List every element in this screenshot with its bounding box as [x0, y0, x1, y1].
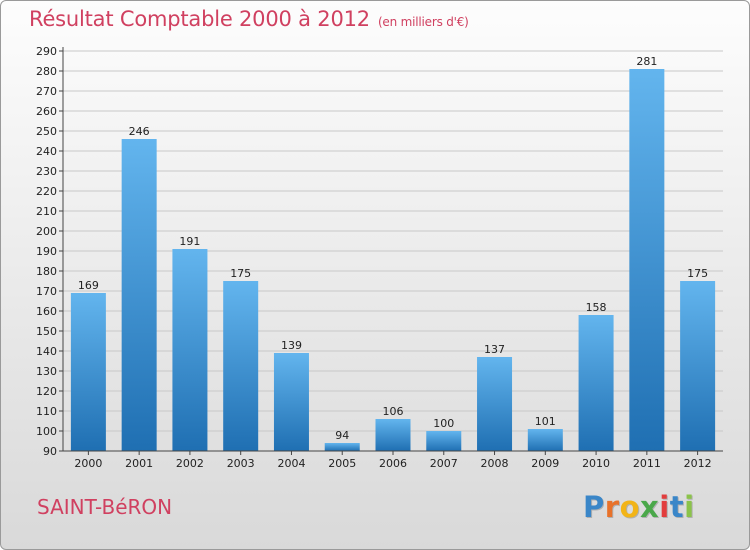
y-tick-label: 210: [36, 205, 57, 218]
bar-value-label: 106: [383, 405, 404, 418]
x-axis-ticks: 2000 2001 2002 2003 2004 2005 2006 2007 2008 2009…: [74, 451, 712, 470]
brand-letter: P: [583, 490, 605, 524]
bar: [680, 281, 716, 451]
brand-letter: i: [659, 490, 670, 524]
bar-value-label: 158: [586, 301, 607, 314]
y-tick-label: 180: [36, 265, 57, 278]
grid-lines: [63, 50, 723, 452]
brand-letter: r: [604, 490, 620, 524]
bar: [172, 249, 208, 451]
brand-letter: x: [640, 490, 660, 524]
x-tick-label: 2004: [277, 457, 305, 470]
axes: [62, 47, 723, 452]
y-tick-label: 90: [43, 445, 57, 458]
bar: [324, 443, 360, 451]
brand-letter: i: [684, 490, 695, 524]
bar: [629, 69, 665, 451]
bar-value-label: 191: [179, 235, 200, 248]
bar-value-label: 137: [484, 343, 505, 356]
bar-value-label: 94: [335, 429, 349, 442]
y-tick-label: 160: [36, 305, 57, 318]
x-tick-label: 2012: [684, 457, 712, 470]
bar: [527, 429, 563, 451]
x-tick-label: 2005: [328, 457, 356, 470]
bar: [375, 419, 411, 451]
y-tick-label: 230: [36, 165, 57, 178]
x-tick-label: 2002: [176, 457, 204, 470]
bar-value-label: 246: [129, 125, 150, 138]
bar-value-label: 175: [230, 267, 251, 280]
y-tick-label: 220: [36, 185, 57, 198]
bar: [578, 315, 614, 451]
bar: [223, 281, 259, 451]
x-tick-label: 2001: [125, 457, 153, 470]
y-tick-label: 290: [36, 45, 57, 58]
bar: [426, 431, 462, 451]
y-tick-label: 200: [36, 225, 57, 238]
brand-letter: t: [669, 490, 685, 524]
x-tick-label: 2000: [74, 457, 102, 470]
y-tick-label: 280: [36, 65, 57, 78]
y-tick-label: 130: [36, 365, 57, 378]
y-tick-label: 250: [36, 125, 57, 138]
bar-value-label: 281: [636, 55, 657, 68]
x-tick-label: 2006: [379, 457, 407, 470]
bar-value-label: 175: [687, 267, 708, 280]
bars: 169 246 191 175 139 94 106 100 137 101 158 281 175: [70, 55, 716, 451]
bar: [273, 353, 309, 451]
bar: [477, 357, 513, 451]
chart-title-text: Résultat Comptable 2000 à 2012: [29, 7, 370, 31]
bar: [70, 293, 106, 451]
chart-subtitle: (en milliers d'€): [377, 15, 469, 29]
y-tick-label: 100: [36, 425, 57, 438]
y-tick-label: 240: [36, 145, 57, 158]
bar-value-label: 101: [535, 415, 556, 428]
y-tick-label: 260: [36, 105, 57, 118]
x-tick-label: 2010: [582, 457, 610, 470]
y-tick-label: 270: [36, 85, 57, 98]
commune-name: SAINT-BéRON: [37, 495, 173, 519]
x-tick-label: 2003: [227, 457, 255, 470]
y-tick-label: 170: [36, 285, 57, 298]
proxiti-logo: Proxiti: [583, 490, 695, 524]
y-tick-label: 140: [36, 345, 57, 358]
y-tick-label: 110: [36, 405, 57, 418]
x-tick-label: 2009: [531, 457, 559, 470]
y-tick-label: 150: [36, 325, 57, 338]
bar-value-label: 100: [433, 417, 454, 430]
brand-letter: o: [619, 490, 641, 524]
chart-title: Résultat Comptable 2000 à 2012 (en millie…: [29, 7, 469, 31]
x-tick-label: 2007: [430, 457, 458, 470]
x-tick-label: 2011: [633, 457, 661, 470]
y-axis-ticks: 90 100 110 120 130 140 150 160 170 180 190 200 210 22…: [36, 45, 63, 458]
bar: [121, 139, 157, 451]
y-tick-label: 120: [36, 385, 57, 398]
y-tick-label: 190: [36, 245, 57, 258]
bar-value-label: 169: [78, 279, 99, 292]
bar-value-label: 139: [281, 339, 302, 352]
x-tick-label: 2008: [481, 457, 509, 470]
